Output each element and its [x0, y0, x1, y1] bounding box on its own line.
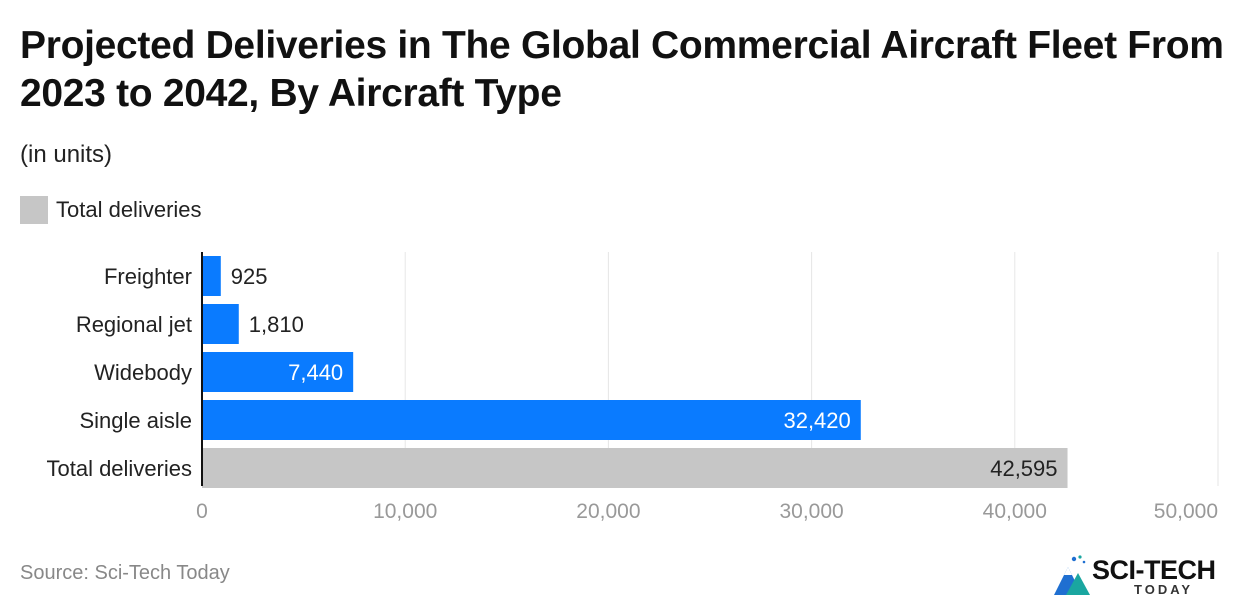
- category-label: Widebody: [94, 360, 192, 385]
- category-label: Total deliveries: [46, 456, 192, 481]
- legend-swatch: [20, 196, 48, 224]
- sci-tech-logo: SCI-TECH TODAY: [1052, 553, 1232, 599]
- data-label: 1,810: [249, 312, 304, 337]
- data-label: 7,440: [288, 360, 343, 385]
- logo-subtext: TODAY: [1134, 582, 1194, 597]
- logo-text: SCI-TECH: [1092, 555, 1216, 585]
- data-label: 32,420: [783, 408, 850, 433]
- x-tick-label: 40,000: [983, 500, 1047, 523]
- logo-mountain-icon: [1054, 555, 1090, 595]
- legend-label: Total deliveries: [56, 197, 202, 222]
- data-label: 42,595: [990, 456, 1057, 481]
- category-label: Freighter: [104, 264, 192, 289]
- chart-title: Projected Deliveries in The Global Comme…: [20, 24, 1224, 115]
- source-note: Source: Sci-Tech Today: [20, 562, 230, 584]
- data-label: 925: [231, 264, 268, 289]
- legend: Total deliveries: [20, 196, 202, 224]
- bar-widebody: [202, 352, 354, 392]
- bar-freighter: [202, 256, 221, 296]
- bar-single-aisle: [202, 400, 861, 440]
- x-tick-label: 10,000: [373, 500, 437, 523]
- category-label: Regional jet: [76, 312, 192, 337]
- x-tick-label: 20,000: [576, 500, 640, 523]
- bar-total-deliveries: [202, 448, 1068, 488]
- x-tick-label: 30,000: [779, 500, 843, 523]
- chart-subtitle: (in units): [20, 141, 113, 168]
- x-tick-label: 0: [196, 500, 208, 523]
- x-tick-label: 50,000: [1154, 500, 1218, 523]
- category-label: Single aisle: [79, 408, 192, 433]
- bar-regional-jet: [202, 304, 239, 344]
